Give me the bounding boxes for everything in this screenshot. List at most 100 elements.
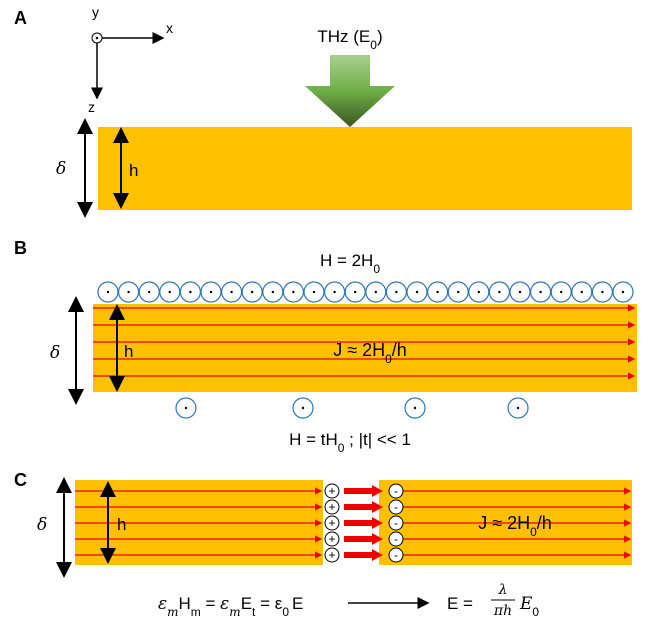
field-label: H = 2H0: [320, 251, 380, 276]
field-dot: [516, 406, 520, 410]
field-dot: [621, 290, 625, 294]
field-dot: [189, 290, 192, 294]
field-circle: [97, 281, 119, 303]
field-dot: [209, 290, 213, 294]
axis-y-dot: [95, 36, 99, 40]
film: [98, 127, 632, 210]
minus-sign: -: [394, 516, 398, 530]
field-circle: [138, 281, 160, 303]
field-circle: [529, 281, 552, 303]
field-dot: [312, 290, 316, 294]
displacement-arrow: [344, 533, 383, 545]
charge-circle: [388, 499, 404, 515]
field-circle: [612, 281, 634, 303]
minus-sign: -: [394, 532, 398, 546]
h-label: h: [124, 342, 133, 361]
field-dot: [292, 290, 295, 294]
plus-sign: +: [328, 548, 335, 562]
field-dot: [395, 290, 398, 294]
field-dot: [127, 290, 130, 294]
charge-circle: [324, 547, 340, 563]
charge-circle: [388, 547, 404, 563]
field-circle: [200, 281, 222, 303]
field-dot: [580, 290, 583, 294]
axis-label: z: [88, 99, 95, 115]
field-dot: [251, 290, 254, 294]
minus-sign: -: [394, 500, 398, 514]
field-circle: [406, 281, 428, 303]
result-equation: E =: [447, 594, 473, 613]
source-label: THz (E0): [317, 27, 382, 52]
panel-label: B: [14, 238, 27, 258]
field-dot: [436, 290, 439, 294]
field-circle: [324, 281, 346, 303]
field-dot: [184, 406, 188, 410]
current-label: J ≈ 2H0/h: [478, 513, 552, 539]
field-dot: [106, 290, 110, 294]
plus-sign: +: [328, 500, 335, 514]
delta-label: δ: [50, 343, 60, 363]
field-dot: [168, 290, 171, 294]
minus-sign: -: [394, 484, 398, 498]
h-label: h: [117, 515, 126, 534]
field-circle: [179, 281, 201, 303]
field-dot: [601, 290, 604, 294]
charge-circle: [324, 531, 340, 547]
field-dot: [539, 290, 542, 294]
field-dot: [230, 290, 233, 294]
field-dot: [148, 290, 151, 294]
panel-label: C: [14, 470, 27, 490]
panel-label: A: [14, 8, 27, 28]
charge-circle: [324, 499, 340, 515]
field-circle: [292, 397, 314, 419]
displacement-arrow: [344, 485, 383, 497]
charge-circle: [388, 531, 404, 547]
field-circle: [365, 281, 387, 303]
field-circle: [175, 397, 197, 419]
plus-sign: +: [328, 484, 335, 498]
field-dot: [301, 406, 305, 410]
field-dot: [413, 406, 417, 410]
charge-circle: [388, 515, 404, 531]
displacement-arrow: [344, 549, 383, 561]
field-dot: [560, 290, 563, 294]
field-circle: [303, 281, 325, 303]
field-circle: [507, 397, 529, 419]
plus-sign: +: [328, 532, 335, 546]
field-circle: [488, 281, 510, 303]
field-circle: [262, 281, 284, 303]
current-label: J ≈ 2H0/h: [333, 340, 407, 366]
field-dot: [498, 290, 501, 294]
field-dot: [333, 290, 336, 294]
field-dot: [374, 290, 377, 294]
h-label: h: [129, 161, 138, 180]
boundary-equation: εmHm = εmEt = ε0 E: [158, 594, 303, 619]
fraction-numerator: λ: [498, 582, 508, 598]
field-dot: [457, 290, 460, 294]
field-circle: [427, 281, 449, 303]
displacement-arrow: [344, 501, 383, 513]
axis-label: y: [92, 4, 99, 20]
field-label: H = tH0 ; |t| << 1: [289, 430, 411, 455]
field-dot: [271, 290, 274, 294]
thz-arrow: [305, 55, 395, 127]
delta-label: δ: [37, 515, 47, 535]
field-dot: [518, 290, 522, 294]
result-field: E0: [519, 594, 539, 619]
field-circle: [385, 281, 407, 303]
field-circle: [571, 281, 593, 303]
axis-label: x: [166, 20, 173, 36]
fraction-denominator: πh: [493, 603, 512, 619]
plus-sign: +: [328, 516, 335, 530]
field-circle: [404, 397, 426, 419]
field-dot: [354, 290, 357, 294]
field-circle: [468, 281, 490, 303]
film: [93, 304, 637, 392]
charge-circle: [324, 483, 340, 499]
delta-label: δ: [56, 159, 66, 179]
field-dot: [415, 290, 419, 294]
field-dot: [477, 290, 480, 294]
minus-sign: -: [394, 548, 398, 562]
field-circle: [282, 281, 304, 303]
